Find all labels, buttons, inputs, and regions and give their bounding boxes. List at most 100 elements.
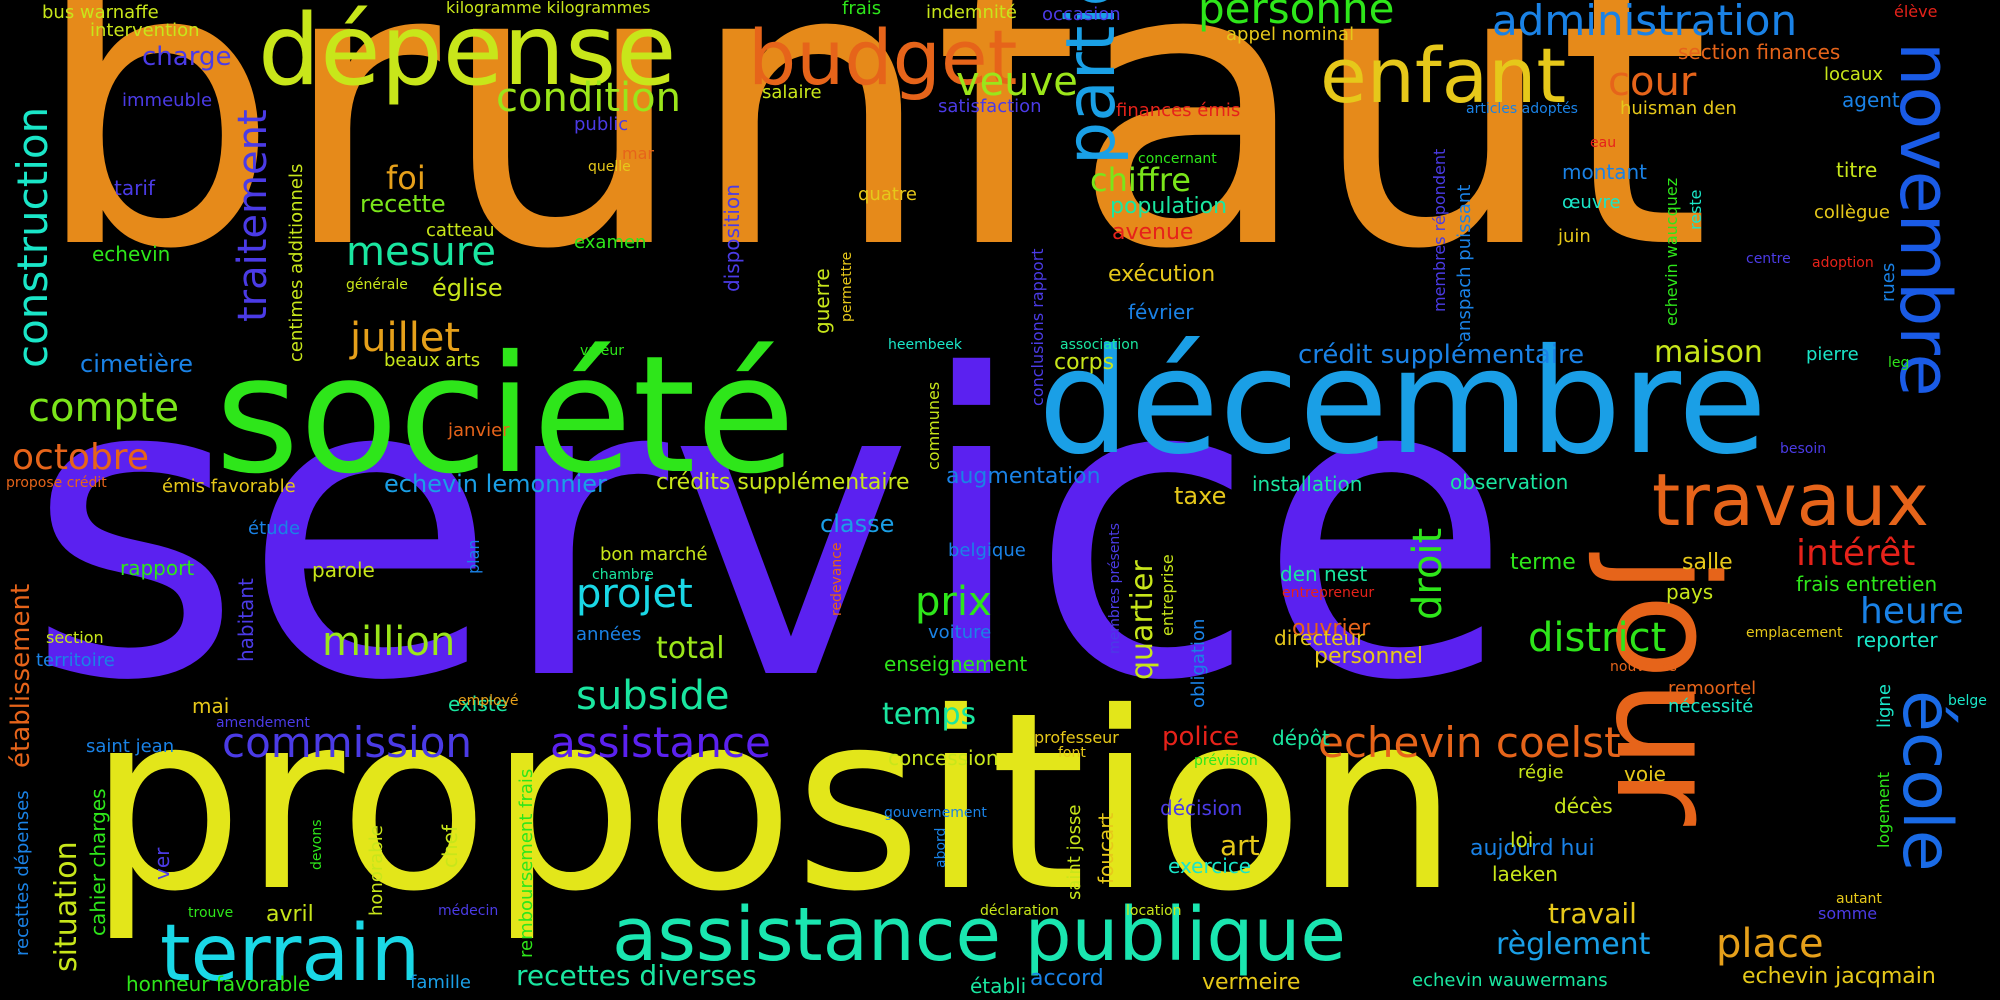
word: quartier xyxy=(1125,560,1160,680)
word: ver xyxy=(150,847,174,880)
word: obligation xyxy=(1188,618,1209,708)
word: chef xyxy=(438,824,462,868)
word: titre xyxy=(1836,158,1878,182)
word: honorable xyxy=(366,825,387,916)
word: echevin jacqmain xyxy=(1742,964,1936,989)
word: frais entretien xyxy=(1796,572,1938,596)
word: saint josse xyxy=(1064,804,1085,900)
word: den nest xyxy=(1280,562,1368,586)
word: recettes diverses xyxy=(516,959,757,992)
word: années xyxy=(576,624,642,645)
word: dépôt xyxy=(1272,726,1330,750)
word: service xyxy=(26,288,1513,771)
word: tarif xyxy=(114,176,155,200)
word: chiffre xyxy=(1090,161,1191,199)
word: belge xyxy=(1948,693,1987,709)
word: bus warnaffe xyxy=(42,2,159,23)
word: situation xyxy=(49,841,84,972)
word: voiture xyxy=(928,622,992,643)
word: exercice xyxy=(1168,854,1252,878)
word: foi xyxy=(386,159,426,197)
word: entrepreneur xyxy=(1282,585,1375,601)
word: voie xyxy=(1624,762,1666,786)
word: salle xyxy=(1682,550,1733,575)
word: mar xyxy=(622,144,654,163)
word: indemnité xyxy=(926,2,1017,23)
word: montant xyxy=(1562,160,1648,184)
word: veuve xyxy=(956,59,1078,105)
word: février xyxy=(1128,300,1194,324)
word: observation xyxy=(1450,470,1569,494)
word: public xyxy=(574,114,629,135)
word: echevin lemonnier xyxy=(384,470,607,498)
word: abord xyxy=(933,827,949,868)
word: assistance xyxy=(550,718,771,767)
word: dépense xyxy=(258,0,677,108)
word: administration xyxy=(1492,0,1798,45)
word: décembre xyxy=(1038,318,1768,487)
word: valeur xyxy=(580,343,624,359)
word: saint jean xyxy=(86,736,175,757)
word: compte xyxy=(28,385,180,431)
word: chambre xyxy=(592,567,654,583)
word: générale xyxy=(346,277,408,293)
word: étude xyxy=(248,518,301,539)
word: œuvre xyxy=(1562,192,1621,213)
word: membres répondent xyxy=(1430,148,1449,312)
word: déclaration xyxy=(980,903,1059,919)
word: emplacement xyxy=(1746,625,1843,641)
word: locaux xyxy=(1824,64,1884,85)
word: membres présents xyxy=(1107,522,1123,654)
word: loi xyxy=(1510,828,1534,852)
word: logement xyxy=(1874,771,1893,848)
word: conclusions rapport xyxy=(1028,248,1047,406)
word: eau xyxy=(1590,135,1617,151)
word: entreprise xyxy=(1158,554,1177,636)
word: intervention xyxy=(90,20,200,41)
word: janvier xyxy=(448,420,510,441)
word: frais xyxy=(842,0,882,19)
word: condition xyxy=(496,75,681,121)
word: droit xyxy=(1405,527,1451,620)
word: juin xyxy=(1558,226,1591,247)
word: régie xyxy=(1518,762,1564,783)
word: enfant xyxy=(1320,31,1567,120)
word: articles adoptés xyxy=(1466,101,1578,117)
word: nécessité xyxy=(1668,696,1754,717)
word: rapport xyxy=(120,556,195,580)
word: directeur xyxy=(1274,626,1365,650)
word: trouve xyxy=(188,905,234,921)
word: cahier charges xyxy=(86,788,110,936)
word: accord xyxy=(1030,966,1104,991)
word: occasion xyxy=(1042,4,1121,25)
word: juillet xyxy=(350,315,461,361)
word: disposition xyxy=(720,184,744,292)
word: avenue xyxy=(1112,220,1194,245)
word: concernant xyxy=(1138,151,1217,167)
word: propose crédit xyxy=(6,475,107,491)
word: décision xyxy=(1160,796,1243,820)
word: parole xyxy=(312,558,375,582)
word: recettes dépenses xyxy=(12,790,33,956)
word: octobre xyxy=(12,437,149,478)
word: traitement xyxy=(230,109,276,322)
word: terrain xyxy=(160,909,421,999)
word: ouvrier xyxy=(1292,616,1371,641)
word: famille xyxy=(410,972,471,993)
word: beaux arts xyxy=(384,350,481,371)
word: commission xyxy=(222,718,473,767)
word: redevance xyxy=(829,542,845,616)
word: art xyxy=(1220,829,1260,862)
word: pierre xyxy=(1806,344,1859,365)
word: besoin xyxy=(1780,441,1827,457)
word: taxe xyxy=(1174,482,1227,510)
word: classe xyxy=(820,510,895,538)
word: section xyxy=(46,628,104,647)
word: vermeire xyxy=(1202,970,1301,995)
word: police xyxy=(1162,722,1240,752)
word: mesure xyxy=(346,229,496,275)
word: amendement xyxy=(216,715,310,731)
word: avril xyxy=(266,902,314,927)
word: collègue xyxy=(1814,202,1890,223)
